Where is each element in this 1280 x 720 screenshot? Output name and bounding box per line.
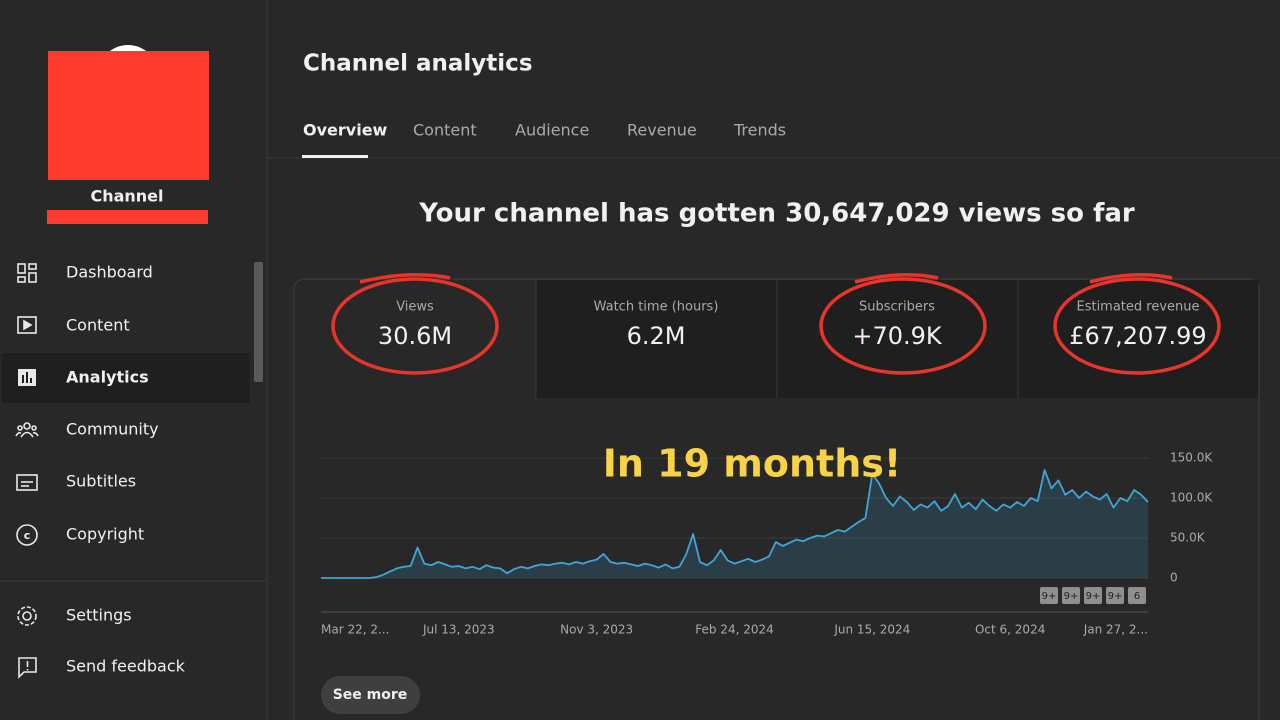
see-more-label[interactable]: See more — [333, 687, 408, 703]
metric-label: Views — [396, 300, 434, 315]
marker-label: 9+ — [1108, 591, 1123, 602]
marker-badge — [1106, 587, 1124, 604]
red-circles — [331, 273, 1221, 375]
x-tick-label: Mar 22, 2... — [321, 623, 389, 637]
tab[interactable]: Trends — [733, 121, 786, 140]
nav-item[interactable]: Copyright — [66, 525, 144, 544]
see-more-button[interactable] — [321, 676, 420, 714]
area — [321, 470, 1148, 578]
headline: Your channel has gotten 30,647,029 views… — [418, 199, 1135, 229]
page-title: Channel analytics — [303, 51, 533, 77]
tab[interactable]: Content — [413, 121, 477, 140]
metric-tabs-bg — [536, 280, 1258, 398]
y-tick-label: 0 — [1170, 571, 1178, 585]
marker-badge — [1062, 587, 1080, 604]
metric-label: Subscribers — [859, 300, 935, 315]
channel-name: Channel — [90, 187, 163, 206]
nav-item-active[interactable]: Analytics — [66, 368, 149, 387]
y-tick-label: 50.0K — [1170, 531, 1206, 545]
line — [321, 469, 1149, 579]
nav-item[interactable]: Dashboard — [66, 263, 153, 282]
svg-text:c: c — [24, 529, 31, 542]
marker-badge — [1040, 587, 1058, 604]
metric-value: 6.2M — [627, 322, 686, 350]
marker-badge — [1084, 587, 1102, 604]
marker-label: 9+ — [1042, 591, 1057, 602]
channel-handle-redacted — [47, 210, 208, 224]
x-tick-label: Jan 27, 2... — [1083, 623, 1148, 637]
avatar[interactable] — [48, 51, 209, 180]
tab-underline — [302, 155, 368, 158]
y-tick-label: 100.0K — [1170, 491, 1213, 505]
scroll-thumb[interactable] — [254, 262, 263, 382]
marker-label: 9+ — [1086, 591, 1101, 602]
y-tick-label: 150.0K — [1170, 451, 1213, 465]
nav-icons: c — [15, 263, 39, 679]
metric-value: +70.9K — [852, 322, 943, 350]
x-tick-label: Feb 24, 2024 — [695, 623, 774, 637]
tab-active[interactable]: Overview — [303, 121, 388, 140]
active-nav-bg — [2, 353, 250, 403]
marker-label: 6 — [1134, 591, 1140, 602]
nav-item[interactable]: Settings — [66, 606, 132, 625]
x-tick-label: Jul 13, 2023 — [422, 623, 495, 637]
marker-badge — [1128, 587, 1146, 604]
metric-value: 30.6M — [378, 322, 452, 350]
tab[interactable]: Revenue — [627, 121, 697, 140]
metric-value: £67,207.99 — [1069, 322, 1206, 350]
annotation: In 19 months! — [603, 442, 901, 486]
nav-item[interactable]: Send feedback — [66, 657, 186, 676]
nav-item[interactable]: Subtitles — [66, 472, 136, 491]
marker-label: 9+ — [1064, 591, 1079, 602]
nav-item[interactable]: Community — [66, 420, 159, 439]
x-tick-label: Nov 3, 2023 — [560, 623, 633, 637]
metric-label: Watch time (hours) — [594, 300, 719, 315]
chart: 0 50.0K 100.0K 150.0K Mar 22, 2... Jul 13, 20… — [321, 451, 1213, 637]
x-tick-label: Oct 6, 2024 — [975, 623, 1045, 637]
tab[interactable]: Audience — [515, 121, 589, 140]
nav-item[interactable]: Content — [66, 316, 130, 335]
metric-label: Estimated revenue — [1076, 300, 1199, 315]
x-tick-label: Jun 15, 2024 — [833, 623, 910, 637]
metrics: Views 30.6M Watch time (hours) 6.2M Subs… — [378, 300, 1207, 351]
